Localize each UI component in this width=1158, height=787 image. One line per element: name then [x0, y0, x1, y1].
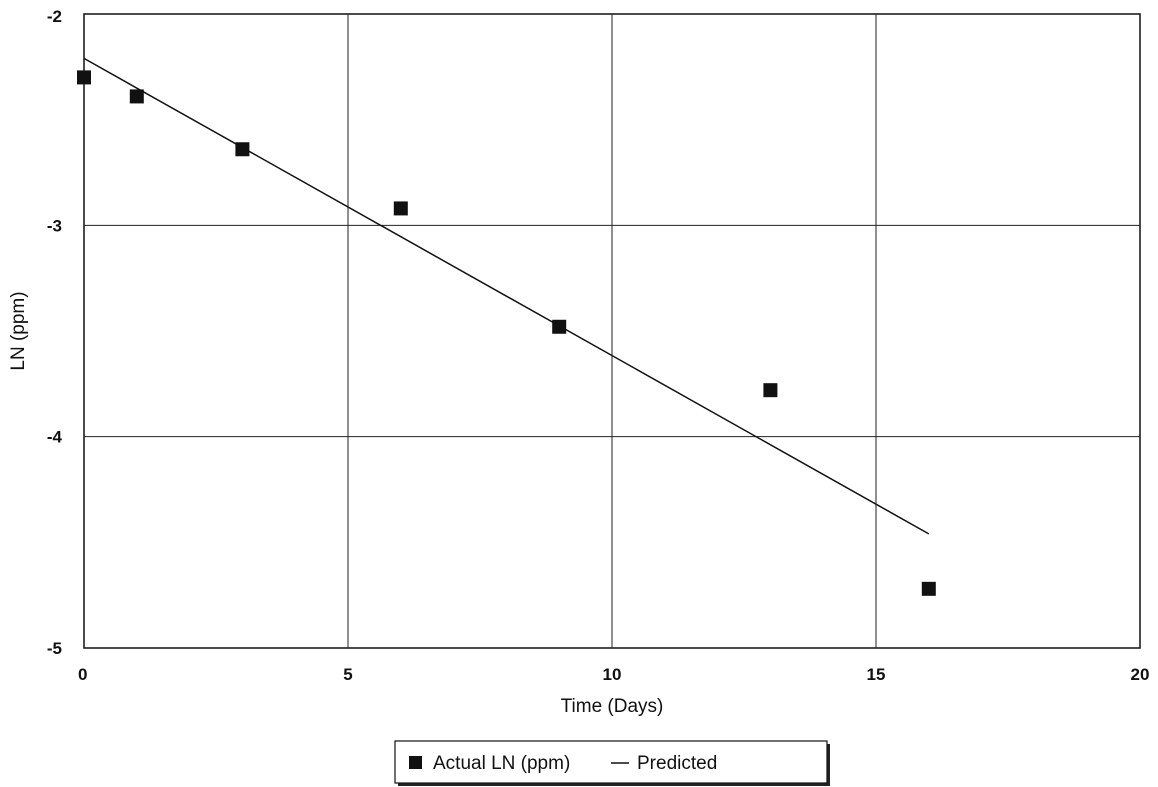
y-tick-label: -2: [47, 7, 62, 26]
legend-label-predicted: Predicted: [637, 753, 717, 774]
predicted-line: [83, 57, 930, 535]
data-point: [393, 201, 408, 216]
y-axis-title: LN (ppm): [8, 291, 29, 370]
gridlines: [84, 14, 1140, 648]
actual-series: [77, 70, 936, 596]
y-tick-label: -3: [47, 216, 62, 235]
data-point: [552, 319, 567, 334]
legend: Actual LN (ppm) Predicted: [394, 740, 830, 786]
x-tick-label: 20: [1131, 665, 1150, 684]
x-tick-label: 5: [343, 665, 352, 684]
y-axis-ticks: -2 -3 -4 -5: [47, 7, 63, 658]
legend-label-actual: Actual LN (ppm): [433, 753, 570, 774]
x-tick-label: 15: [867, 665, 886, 684]
x-axis-ticks: 0 5 10 15 20: [78, 665, 1149, 684]
y-tick-label: -5: [47, 639, 62, 658]
data-point: [763, 383, 778, 398]
data-point: [235, 142, 250, 157]
predicted-series: [83, 57, 930, 535]
y-tick-label: -4: [47, 428, 63, 447]
data-point: [77, 70, 91, 85]
legend-box: [394, 740, 828, 784]
plot-area: [77, 13, 1141, 649]
data-point: [921, 581, 936, 596]
x-axis-title: Time (Days): [561, 696, 664, 717]
data-point: [129, 89, 144, 104]
x-tick-label: 10: [603, 665, 622, 684]
legend-square-marker: [409, 756, 422, 769]
x-tick-label: 0: [78, 665, 87, 684]
